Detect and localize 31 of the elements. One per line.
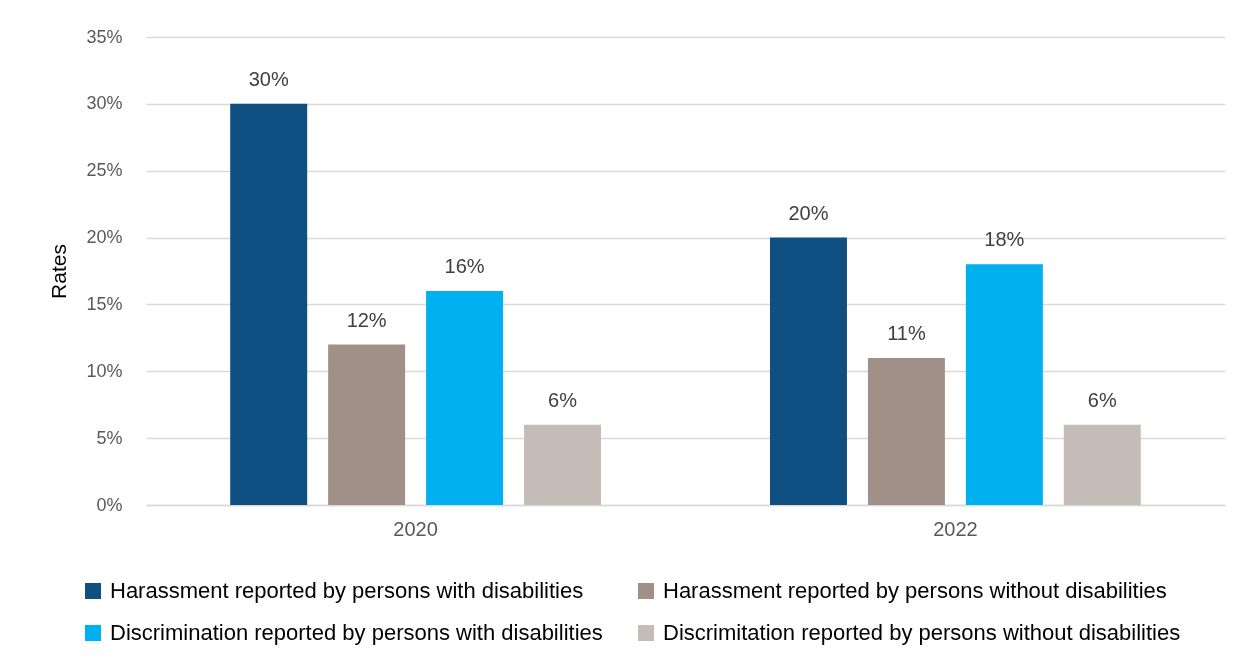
bar (230, 103, 308, 505)
data-label: 6% (1087, 388, 1117, 411)
data-label: 16% (444, 255, 485, 278)
y-tick-label: 25% (86, 160, 123, 181)
data-label: 30% (248, 67, 289, 90)
bar (426, 291, 504, 505)
bar (328, 344, 406, 505)
legend-label: Discrimitation reported by persons without disabilities (663, 620, 1181, 645)
data-label: 11% (887, 321, 926, 344)
x-tick-label: 2022 (933, 517, 978, 540)
data-label: 6% (548, 388, 578, 411)
x-tick-label: 2020 (393, 517, 438, 540)
bar (769, 237, 847, 505)
data-label: 18% (984, 228, 1025, 251)
bar (867, 357, 945, 505)
legend-label: Harassment reported by persons without disabilities (663, 578, 1167, 603)
bar (1063, 424, 1141, 505)
bar (965, 264, 1043, 505)
y-tick-label: 10% (86, 360, 123, 381)
y-tick-label: 5% (96, 427, 123, 448)
y-tick-label: 35% (86, 26, 123, 47)
y-tick-label: 0% (96, 494, 123, 515)
data-label: 20% (788, 201, 829, 224)
y-tick-label: 20% (86, 227, 123, 248)
y-axis-title: Rates (47, 244, 71, 299)
legend-label: Harassment reported by persons with disabilities (110, 578, 584, 603)
data-label: 12% (346, 308, 387, 331)
bar (524, 424, 602, 505)
legend-label: Discrimination reported by persons with disabilities (110, 620, 603, 645)
y-tick-label: 15% (86, 293, 123, 314)
y-tick-label: 30% (86, 93, 123, 114)
